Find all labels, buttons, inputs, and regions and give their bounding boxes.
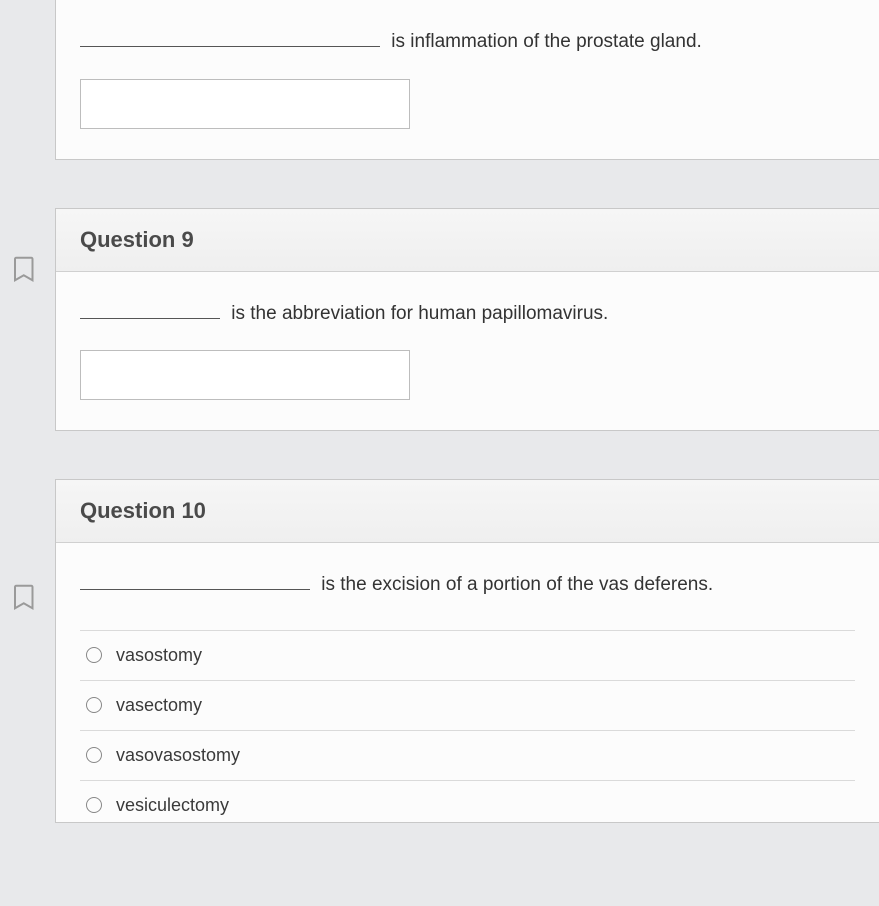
radio-icon <box>86 797 102 813</box>
question-9-header: Question 9 <box>56 209 879 272</box>
fill-blank-line <box>80 29 380 47</box>
question-9-text: is the abbreviation for human papillomav… <box>231 303 608 324</box>
option-label: vasostomy <box>116 645 202 666</box>
option-vesiculectomy[interactable]: vesiculectomy <box>80 780 855 822</box>
question-8-text: is inflammation of the prostate gland. <box>391 31 702 52</box>
fill-blank-line <box>80 572 310 590</box>
radio-icon <box>86 697 102 713</box>
question-9-body: is the abbreviation for human papillomav… <box>56 272 879 431</box>
radio-icon <box>86 747 102 763</box>
question-10-body: is the excision of a portion of the vas … <box>56 543 879 822</box>
question-10-card: Question 10 is the excision of a portion… <box>55 479 879 823</box>
question-8-card: is inflammation of the prostate gland. <box>55 0 879 160</box>
question-8-input[interactable] <box>80 79 410 129</box>
question-8-body: is inflammation of the prostate gland. <box>56 0 879 159</box>
question-9-input[interactable] <box>80 350 410 400</box>
radio-icon <box>86 647 102 663</box>
question-10-prompt: is the excision of a portion of the vas … <box>80 571 855 600</box>
option-label: vesiculectomy <box>116 795 229 816</box>
question-10-options: vasostomy vasectomy vasovasostomy vesicu… <box>80 630 855 822</box>
question-9-card: Question 9 is the abbreviation for human… <box>55 208 879 432</box>
question-10-header: Question 10 <box>56 480 879 543</box>
question-10-text: is the excision of a portion of the vas … <box>321 574 713 595</box>
option-label: vasovasostomy <box>116 745 240 766</box>
option-vasectomy[interactable]: vasectomy <box>80 680 855 730</box>
option-vasovasostomy[interactable]: vasovasostomy <box>80 730 855 780</box>
option-label: vasectomy <box>116 695 202 716</box>
bookmark-icon[interactable] <box>10 254 40 284</box>
bookmark-icon[interactable] <box>10 582 40 612</box>
question-9-prompt: is the abbreviation for human papillomav… <box>80 300 855 329</box>
fill-blank-line <box>80 301 220 319</box>
question-8-prompt: is inflammation of the prostate gland. <box>80 28 855 57</box>
quiz-page: is inflammation of the prostate gland. Q… <box>0 0 879 823</box>
option-vasostomy[interactable]: vasostomy <box>80 630 855 680</box>
